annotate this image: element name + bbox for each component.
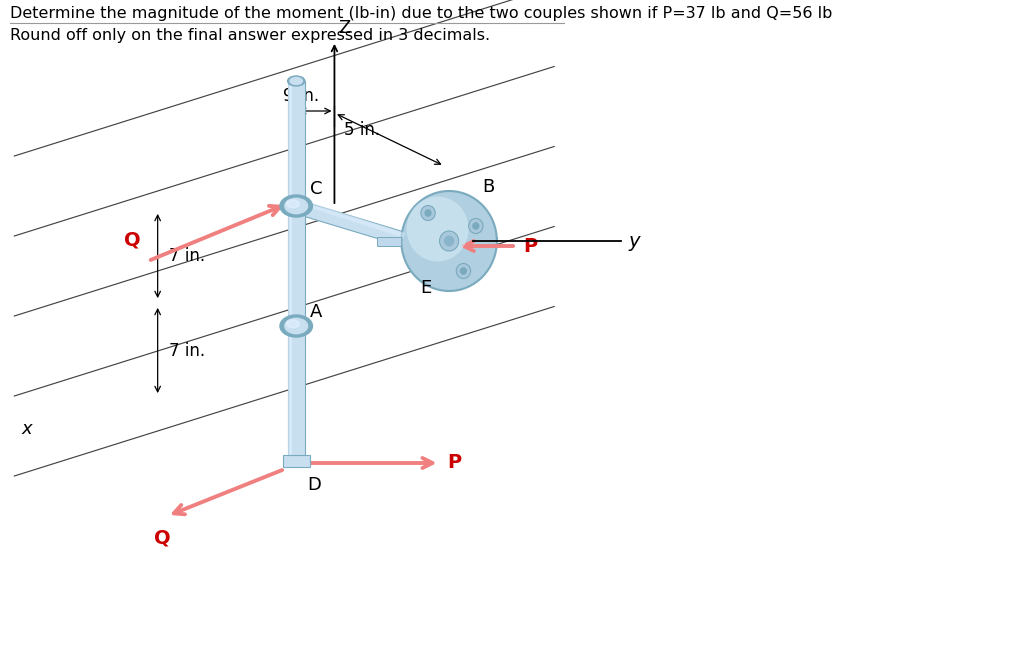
Text: y: y <box>629 231 640 251</box>
Text: P: P <box>447 453 461 473</box>
Ellipse shape <box>287 320 300 328</box>
Ellipse shape <box>290 77 303 85</box>
Circle shape <box>401 191 496 291</box>
Ellipse shape <box>285 319 308 334</box>
Text: D: D <box>308 476 321 494</box>
FancyBboxPatch shape <box>473 237 496 245</box>
Text: B: B <box>482 178 494 196</box>
FancyBboxPatch shape <box>288 81 305 461</box>
Circle shape <box>444 235 455 247</box>
FancyBboxPatch shape <box>288 81 293 461</box>
Ellipse shape <box>280 315 312 337</box>
Circle shape <box>406 196 469 262</box>
Text: C: C <box>310 180 322 198</box>
Circle shape <box>456 264 471 278</box>
Ellipse shape <box>280 195 312 217</box>
FancyBboxPatch shape <box>283 455 310 467</box>
Text: E: E <box>420 279 432 297</box>
Ellipse shape <box>287 200 300 208</box>
Circle shape <box>421 206 436 221</box>
Text: 7 in.: 7 in. <box>169 342 206 360</box>
Text: Q: Q <box>124 230 141 249</box>
Ellipse shape <box>285 198 308 214</box>
Text: Q: Q <box>154 528 171 547</box>
Text: A: A <box>310 303 322 321</box>
Text: Z: Z <box>338 19 350 37</box>
Circle shape <box>460 267 467 275</box>
Circle shape <box>472 222 479 230</box>
Circle shape <box>424 209 432 217</box>
Text: Round off only on the final answer expressed in 3 decimals.: Round off only on the final answer expre… <box>9 28 489 43</box>
Polygon shape <box>378 237 401 245</box>
Text: P: P <box>524 237 538 256</box>
Circle shape <box>469 219 483 233</box>
Ellipse shape <box>288 76 305 86</box>
Text: Determine the magnitude of the moment (lb-in) due to the two couples shown if P=: Determine the magnitude of the moment (l… <box>9 6 832 21</box>
Text: 7 in.: 7 in. <box>169 247 206 265</box>
Polygon shape <box>302 202 405 246</box>
Text: 9 in.: 9 in. <box>283 87 319 105</box>
Polygon shape <box>304 201 405 238</box>
Text: x: x <box>21 420 31 438</box>
Text: 5 in.: 5 in. <box>344 121 380 139</box>
Circle shape <box>440 231 459 251</box>
